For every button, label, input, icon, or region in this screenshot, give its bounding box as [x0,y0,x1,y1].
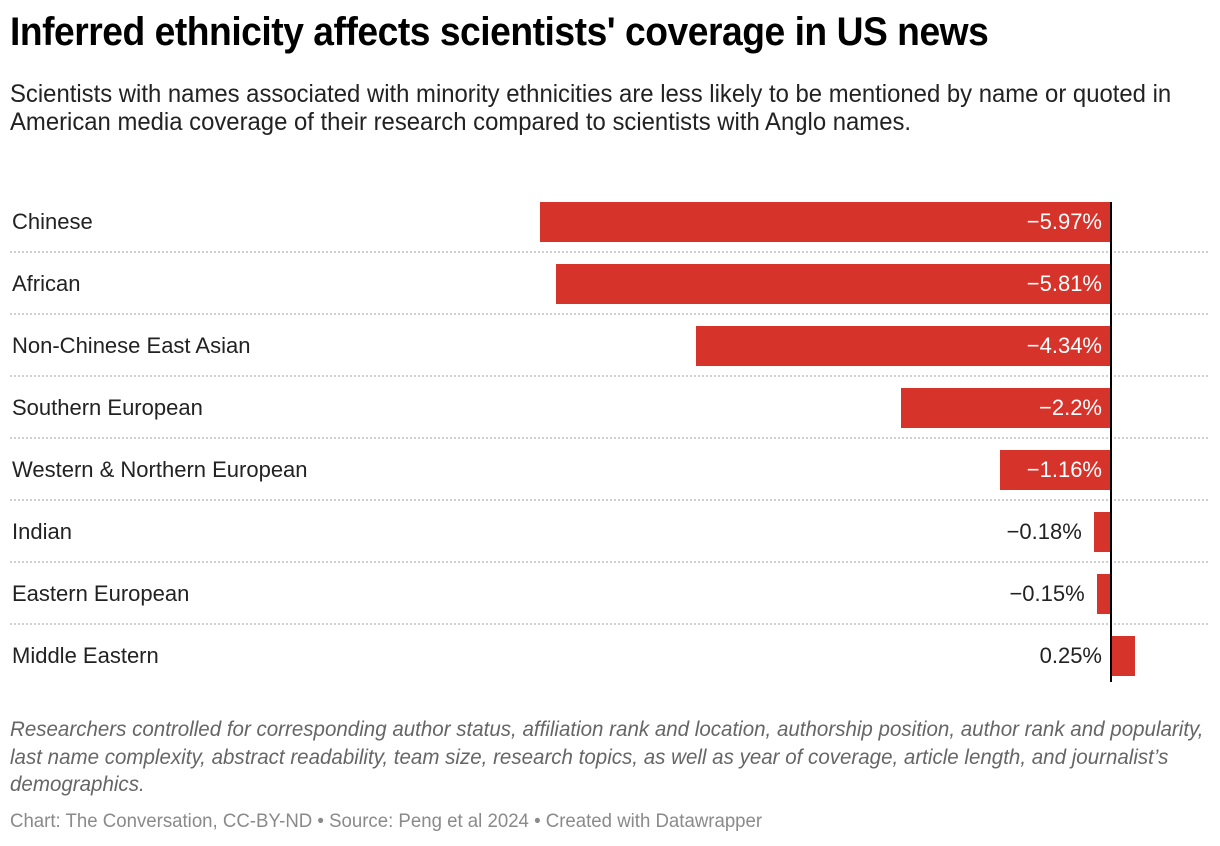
bar [1111,636,1135,676]
category-label: African [12,271,81,296]
chart-title: Inferred ethnicity affects scientists' c… [10,10,989,54]
bar [1093,512,1111,552]
category-label: Southern European [12,395,203,420]
row-separator [10,623,1208,625]
bar [900,388,1111,428]
category-label: Non-Chinese East Asian [12,333,251,358]
chart-subtitle: Scientists with names associated with mi… [10,80,1172,136]
chart-notes: Researchers controlled for corresponding… [10,717,1204,796]
bar [540,202,1111,242]
value-label: −5.81% [1026,271,1102,296]
value-label: −4.34% [1026,333,1102,358]
row-separator [10,251,1208,253]
category-label: Western & Northern European [12,457,308,482]
category-label: Chinese [12,209,93,234]
bar [1000,450,1111,490]
category-label: Middle Eastern [12,643,159,668]
value-label: −5.97% [1026,209,1102,234]
bar [555,264,1111,304]
bar [696,326,1111,366]
row-separator [10,499,1208,501]
row-separator [10,561,1208,563]
bar-chart: Chinese −5.97% African −5.81% Non-Chinese Ea… [0,195,1220,685]
row-separator [10,375,1208,377]
category-label: Eastern European [12,581,190,606]
value-label: −0.18% [1006,519,1082,544]
zero-axis-line [1110,202,1112,682]
category-label: Indian [12,519,72,544]
value-label: 0.25% [1039,643,1102,668]
value-label: −0.15% [1009,581,1085,606]
value-label: −1.16% [1026,457,1102,482]
chart-byline: Chart: The Conversation, CC-BY-ND • Sour… [10,810,763,832]
row-separator [10,437,1208,439]
value-label: −2.2% [1039,395,1102,420]
bar [1096,574,1111,614]
row-separator [10,313,1208,315]
